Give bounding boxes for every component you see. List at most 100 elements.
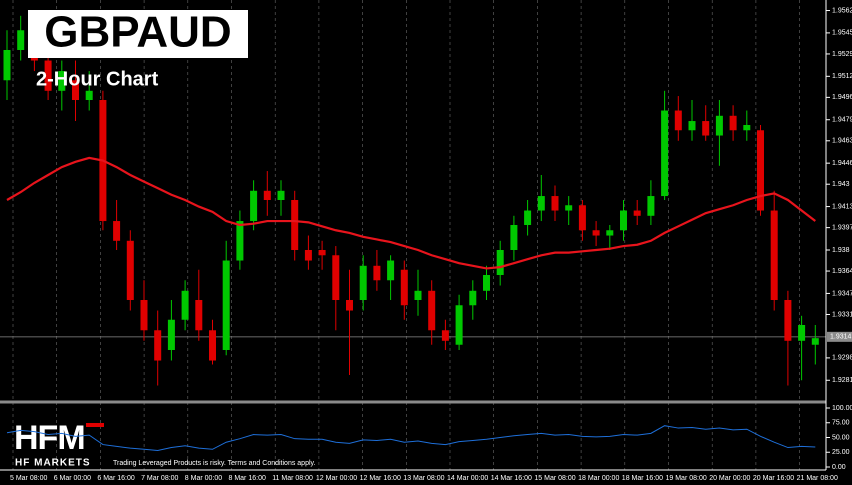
candle-body xyxy=(209,330,216,361)
candle-body xyxy=(277,190,285,200)
candle-body xyxy=(332,255,340,300)
candle-body xyxy=(770,210,778,300)
candle-body xyxy=(387,260,395,281)
x-tick-label: 6 Mar 16:00 xyxy=(97,475,134,482)
indicator-tick-label: 50.00 xyxy=(832,434,850,441)
indicator-tick-label: 75.00 xyxy=(832,420,850,427)
candle-body xyxy=(483,275,490,291)
x-tick-label: 6 Mar 00:00 xyxy=(54,475,91,482)
y-tick-label: 1.9347 xyxy=(832,290,852,297)
x-tick-label: 21 Mar 08:00 xyxy=(797,475,838,482)
x-tick-label: 20 Mar 00:00 xyxy=(709,475,750,482)
y-tick-label: 1.9413 xyxy=(832,203,852,210)
candle-body xyxy=(620,210,627,231)
y-tick-label: 1.9331 xyxy=(832,311,852,318)
candle-body xyxy=(674,110,682,131)
brand-name: HF MARKETS xyxy=(15,458,91,469)
y-tick-label: 1.9562 xyxy=(832,7,852,14)
last-price-box xyxy=(827,331,852,342)
candle-body xyxy=(798,325,806,341)
grid xyxy=(12,0,800,470)
candle-body xyxy=(469,290,477,306)
y-tick-label: 1.9281 xyxy=(832,377,852,384)
candle-body xyxy=(140,300,148,331)
indicator-tick-label: 25.00 xyxy=(832,449,850,456)
candle-body xyxy=(537,196,545,211)
candle-body xyxy=(359,265,367,300)
y-tick-label: 1.9529 xyxy=(832,51,852,58)
x-tick-label: 8 Mar 16:00 xyxy=(229,475,266,482)
indicator-tick-label: 0.00 xyxy=(832,464,846,471)
candle-body xyxy=(729,115,737,131)
candle-body xyxy=(428,290,436,331)
candle-body xyxy=(291,200,299,250)
y-tick-label: 1.9364 xyxy=(832,268,852,275)
candle-body xyxy=(661,110,669,197)
y-tick-label: 1.9512 xyxy=(832,73,852,80)
x-tick-label: 12 Mar 16:00 xyxy=(360,475,401,482)
candle-body xyxy=(715,115,723,136)
x-tick-label: 14 Mar 00:00 xyxy=(447,475,488,482)
x-tick-label: 8 Mar 00:00 xyxy=(185,475,222,482)
disclaimer: Trading Leveraged Products is risky. Ter… xyxy=(113,460,316,467)
x-tick-label: 13 Mar 08:00 xyxy=(403,475,444,482)
candle-body xyxy=(496,250,504,275)
y-tick-label: 1.9397 xyxy=(832,224,852,231)
candle-body xyxy=(154,330,162,361)
last-price-label: 1.9314 xyxy=(830,334,852,341)
candle-body xyxy=(126,240,134,300)
candle-body xyxy=(373,265,381,281)
moving-average-line xyxy=(6,156,816,270)
candle-body xyxy=(85,90,93,100)
candle-body xyxy=(236,221,244,261)
x-tick-label: 18 Mar 00:00 xyxy=(578,475,619,482)
candle-body xyxy=(565,205,573,211)
indicator-line xyxy=(6,425,816,451)
candle-body xyxy=(167,319,175,350)
candle-body xyxy=(606,230,614,236)
y-tick-label: 1.9496 xyxy=(832,94,852,101)
candle-body xyxy=(592,230,600,236)
candle-body xyxy=(304,250,312,261)
candle-body xyxy=(743,125,751,131)
plot-area xyxy=(0,15,826,386)
y-tick-label: 1.943 xyxy=(832,181,850,188)
candle-body xyxy=(400,269,408,306)
candle-body xyxy=(414,290,422,300)
y-tick-label: 1.9446 xyxy=(832,160,852,167)
x-tick-label: 11 Mar 08:00 xyxy=(272,475,313,482)
y-tick-label: 1.9545 xyxy=(832,30,852,37)
candle-body xyxy=(510,225,518,250)
x-tick-label: 18 Mar 16:00 xyxy=(622,475,663,482)
y-tick-label: 1.9479 xyxy=(832,117,852,124)
y-tick-label: 1.9463 xyxy=(832,138,852,145)
candle-body xyxy=(578,205,586,231)
candle-body xyxy=(633,210,641,216)
candle-body xyxy=(455,305,463,345)
x-tick-label: 5 Mar 08:00 xyxy=(10,475,47,482)
candle-body xyxy=(441,330,449,341)
candle-body xyxy=(811,338,819,345)
candle-body xyxy=(113,221,121,241)
candle-body xyxy=(647,196,655,216)
brand-logo: HFM xyxy=(14,419,85,457)
candle-body xyxy=(524,210,532,225)
candle-body xyxy=(702,121,710,136)
candle-body xyxy=(250,190,258,222)
candle-body xyxy=(195,300,203,331)
candle-body xyxy=(551,196,559,211)
title-box xyxy=(28,10,248,58)
candle-body xyxy=(72,80,79,100)
candle-body xyxy=(222,260,230,350)
x-tick-label: 15 Mar 08:00 xyxy=(534,475,575,482)
candle-body xyxy=(346,300,353,311)
chart-subtitle: 2-Hour Chart xyxy=(36,68,159,90)
x-tick-label: 20 Mar 16:00 xyxy=(753,475,794,482)
candle-body xyxy=(44,60,52,91)
x-tick-label: 7 Mar 08:00 xyxy=(141,475,178,482)
candle-body xyxy=(58,71,66,91)
y-tick-label: 1.9298 xyxy=(832,355,852,362)
candle-body xyxy=(3,50,11,81)
